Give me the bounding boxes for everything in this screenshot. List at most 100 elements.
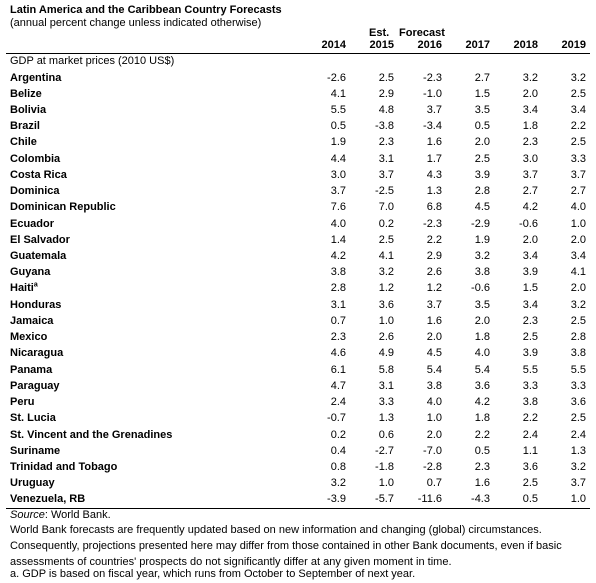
row-label: Jamaica (10, 315, 53, 328)
cell-value: -3.8 (375, 120, 394, 133)
cell-value: 3.9 (522, 347, 538, 360)
row-label: Trinidad and Tobago (10, 461, 117, 474)
cell-value: 3.7 (522, 168, 538, 181)
cell-value: 1.9 (330, 136, 346, 149)
cell-value: -3.9 (327, 493, 346, 506)
cell-value: 3.6 (570, 396, 586, 409)
row-label: Chile (10, 136, 37, 149)
cell-value: 2.2 (522, 412, 538, 425)
cell-value: 0.6 (378, 428, 394, 441)
cell-value: 2.5 (378, 233, 394, 246)
country-name: Dominica (10, 185, 60, 198)
country-name: Guyana (10, 266, 51, 279)
subtitle: (annual percent change unless indicated … (10, 17, 262, 29)
cell-value: -1.8 (375, 461, 394, 474)
cell-value: 0.5 (474, 444, 490, 457)
cell-value: 2.0 (570, 233, 586, 246)
country-name: Venezuela, RB (10, 493, 86, 506)
cell-value: 3.2 (378, 266, 394, 279)
cell-value: 2.5 (522, 477, 538, 490)
source: Source: World Bank. (10, 509, 111, 522)
country-name: Dominican Republic (10, 201, 116, 214)
cell-value: 4.2 (522, 201, 538, 214)
country-name: Nicaragua (10, 347, 64, 360)
cell-value: 3.5 (474, 103, 490, 116)
cell-value: 3.3 (522, 379, 538, 392)
country-name: Panama (10, 363, 53, 376)
cell-value: -2.8 (423, 461, 442, 474)
country-name: Argentina (10, 71, 62, 84)
country-name: Suriname (10, 444, 61, 457)
country-name: El Salvador (10, 233, 70, 246)
cell-value: 4.1 (330, 87, 346, 100)
cell-value: 7.6 (330, 201, 346, 214)
row-label: Guatemala (10, 250, 66, 263)
cell-value: 6.1 (330, 363, 346, 376)
cell-value: 1.3 (570, 444, 586, 457)
cell-value: 3.3 (570, 152, 586, 165)
cell-value: 1.1 (522, 444, 538, 457)
cell-value: 2.8 (474, 185, 490, 198)
cell-value: 5.5 (570, 363, 586, 376)
cell-value: 0.5 (330, 120, 346, 133)
row-label: Guyana (10, 266, 50, 279)
row-label: Brazil (10, 120, 40, 133)
cell-value: 2.6 (378, 331, 394, 344)
country-name: Trinidad and Tobago (10, 461, 118, 474)
cell-value: 2.4 (330, 396, 346, 409)
cell-value: 3.4 (522, 250, 538, 263)
cell-value: 3.6 (474, 379, 490, 392)
cell-value: 0.2 (378, 217, 394, 230)
cell-value: 5.8 (378, 363, 394, 376)
note: World Bank forecasts are frequently upda… (10, 524, 562, 568)
bottom-rule (6, 508, 590, 509)
cell-value: 7.0 (378, 201, 394, 214)
cell-value: 2.5 (378, 71, 394, 84)
cell-value: 2.3 (378, 136, 394, 149)
country-name: Haiti (10, 282, 34, 295)
cell-value: 2.7 (474, 71, 490, 84)
note: a. GDP is based on fiscal year, which ru… (10, 568, 416, 580)
cell-value: -2.3 (423, 217, 442, 230)
cell-value: 4.2 (474, 396, 490, 409)
cell-value: 4.8 (378, 103, 394, 116)
cell-value: 2.0 (522, 87, 538, 100)
cell-value: -4.3 (471, 493, 490, 506)
country-name: St. Vincent and the Grenadines (10, 428, 173, 441)
country-name: Paraguay (10, 379, 60, 392)
cell-value: 3.7 (426, 298, 442, 311)
country-name: Chile (10, 136, 37, 149)
cell-value: -7.0 (423, 444, 442, 457)
cell-value: 2.7 (570, 185, 586, 198)
cell-value: -11.6 (417, 493, 442, 506)
country-name: Peru (10, 396, 35, 409)
cell-value: 3.2 (330, 477, 346, 490)
cell-value: 3.3 (570, 379, 586, 392)
cell-value: -2.6 (327, 71, 346, 84)
cell-value: 3.1 (378, 152, 394, 165)
row-label: Uruguay (10, 477, 55, 490)
cell-value: 3.4 (570, 103, 586, 116)
cell-value: 2.9 (426, 250, 442, 263)
cell-value: 2.5 (570, 87, 586, 100)
cell-value: 3.2 (570, 71, 586, 84)
cell-value: 3.4 (522, 298, 538, 311)
cell-value: 1.4 (330, 233, 346, 246)
cell-value: -0.6 (519, 217, 538, 230)
cell-value: 1.6 (474, 477, 490, 490)
cell-value: 3.1 (330, 298, 346, 311)
cell-value: 2.7 (522, 185, 538, 198)
cell-value: 1.8 (522, 120, 538, 133)
cell-value: 1.7 (426, 152, 442, 165)
cell-value: -1.0 (423, 87, 442, 100)
cell-value: 3.4 (522, 103, 538, 116)
cell-value: 2.5 (570, 412, 586, 425)
cell-value: 1.2 (378, 282, 394, 295)
row-label: Argentina (10, 72, 61, 85)
cell-value: 2.0 (474, 314, 490, 327)
cell-value: 5.4 (426, 363, 442, 376)
cell-value: 3.4 (570, 250, 586, 263)
cell-value: 3.9 (522, 266, 538, 279)
row-label: Suriname (10, 445, 60, 458)
country-name: Uruguay (10, 477, 55, 490)
